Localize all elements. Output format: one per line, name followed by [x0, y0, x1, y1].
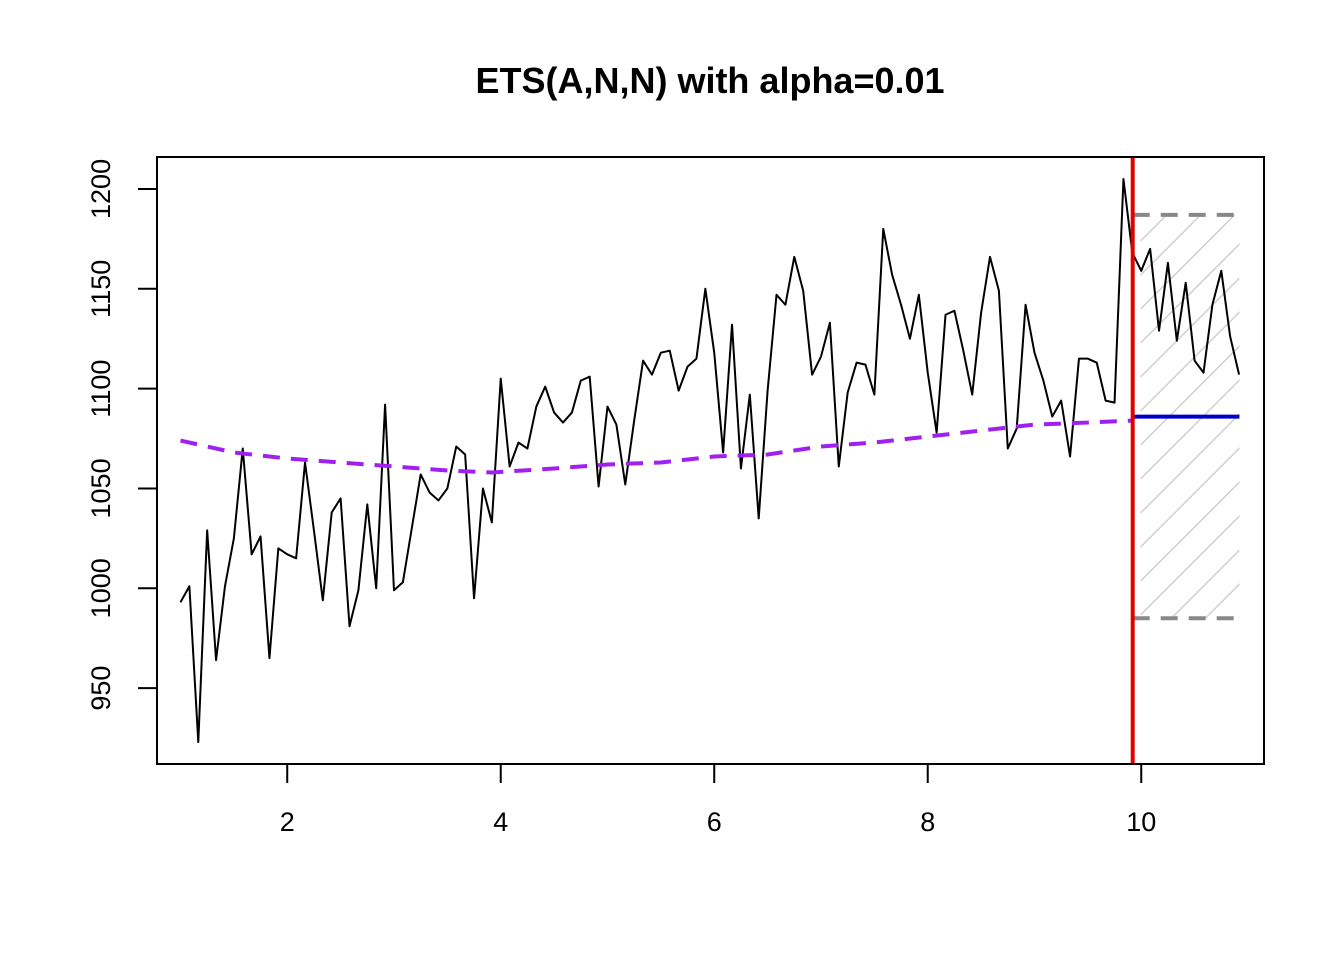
x-tick-label: 2: [280, 807, 295, 837]
hatch-line: [1238, 617, 1240, 619]
y-tick-label: 1200: [86, 159, 116, 219]
y-tick-label: 1150: [86, 260, 116, 318]
x-tick-label: 8: [920, 807, 935, 837]
hatch-line: [1140, 214, 1236, 310]
y-tick-label: 1050: [86, 458, 116, 518]
x-tick-label: 10: [1126, 807, 1156, 837]
fitted-line: [180, 418, 1133, 475]
hatch-line: [1140, 481, 1240, 582]
interval-hatch: [1140, 214, 1344, 619]
hatch-line: [1140, 243, 1240, 344]
hatch-line: [1140, 277, 1240, 378]
hatch-line: [1140, 214, 1168, 242]
y-tick-label: 950: [86, 666, 116, 711]
chart-title: ETS(A,N,N) with alpha=0.01: [475, 60, 944, 101]
y-tick-label: 1000: [86, 558, 116, 618]
axes: 2 4 6 8 10 950 1000 1050 1100 1150 1200: [86, 156, 1265, 837]
hatch-line: [1170, 549, 1240, 619]
hatch-line: [1140, 515, 1240, 616]
x-tick-label: 6: [707, 807, 722, 837]
y-tick-label: 1100: [86, 360, 116, 418]
plot-area: [179, 157, 1344, 764]
actuals-line: [179, 177, 1241, 744]
x-tick-label: 4: [493, 807, 508, 837]
hatch-line: [1273, 215, 1344, 618]
